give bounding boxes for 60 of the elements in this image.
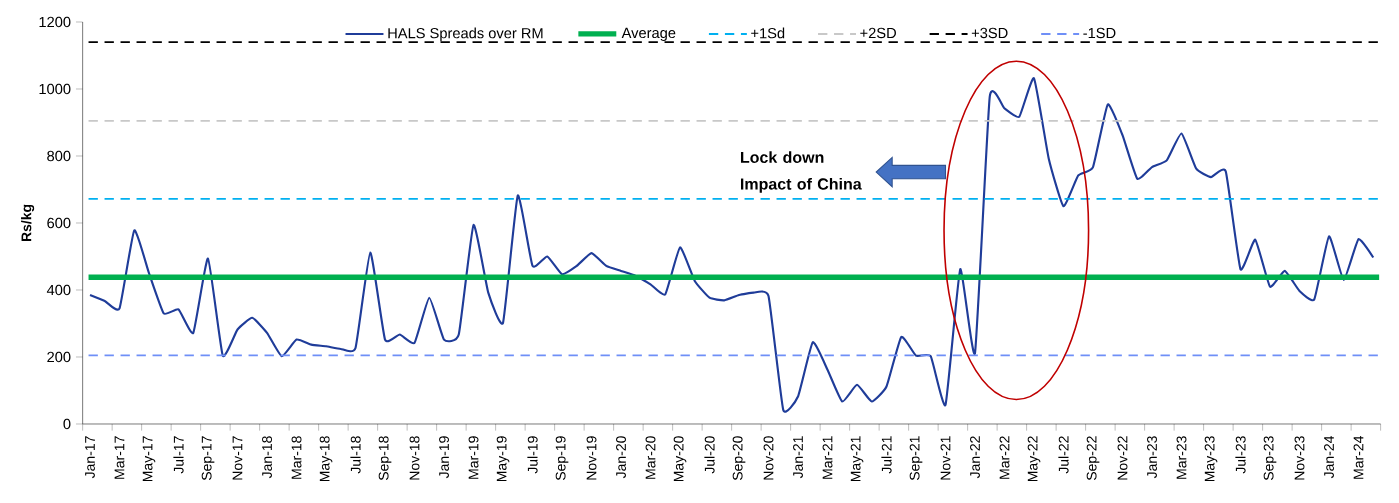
y-tick-label: 600 [47,217,71,229]
x-tick-label: Jul-19 [527,436,538,474]
x-tick-label: Sep-17 [201,436,215,481]
annotation: Lock down Impact of China [740,151,862,193]
x-tick-label: May-19 [496,436,510,482]
x-tick-label: Mar-20 [645,436,656,479]
x-tick-label: Jan-22 [970,436,980,479]
y-axis-title: Rs/kg [21,204,35,242]
x-tick-label: Nov-21 [940,436,951,480]
legend-label: Average [621,27,676,41]
x-tick-label: Sep-23 [1263,436,1277,481]
legend-label: +1Sd [751,27,785,39]
x-tick-label: Jul-23 [1235,436,1246,474]
x-tick-label: Sep-19 [555,436,569,481]
y-tick-label: 200 [47,351,71,363]
legend-label: HALS Spreads over RM [388,27,543,42]
x-tick-label: Jan-18 [262,436,272,479]
x-tick-label: Jan-20 [616,436,626,479]
y-tick-label: 0 [63,418,71,430]
x-tick-label: Mar-18 [291,436,302,479]
x-tick-label: Mar-23 [1176,436,1187,479]
x-tick-label: Nov-20 [763,436,774,480]
x-tick-label: Mar-21 [822,436,833,479]
x-tick-label: Nov-23 [1294,436,1305,480]
legend-label: -1SD [1083,27,1116,39]
ref-line-label: +3SD [971,27,1008,39]
y-tick-label: 800 [47,150,71,162]
line-series [88,77,1375,411]
x-tick-label: Nov-19 [586,436,597,480]
x-tick-label: Nov-17 [232,436,243,480]
x-tick-label: Nov-18 [409,436,420,480]
y-tick-label: 1000 [39,83,71,95]
x-tick-label: May-18 [319,436,333,482]
x-tick-label: May-22 [1027,436,1041,482]
x-tick-label: May-23 [1204,436,1218,482]
y-tick-label: 1200 [39,16,71,28]
x-tick-label: Jan-24 [1324,436,1334,479]
x-tick-label: May-17 [142,436,156,482]
x-tick-label: Sep-18 [378,436,392,481]
legend-label: +2SD [860,27,896,39]
x-tick-label: Mar-17 [114,436,125,479]
x-tick-label: Nov-22 [1117,436,1128,480]
x-tick-label: Jul-17 [173,436,184,474]
x-tick-label: Mar-22 [999,436,1010,479]
x-tick-label: Sep-21 [909,436,923,481]
x-tick-label: Jul-20 [704,436,715,474]
x-tick-label: Jan-23 [1147,436,1157,479]
x-tick-label: May-20 [673,436,687,482]
x-tick-label: Mar-24 [1353,436,1364,479]
x-tick-label: Jul-21 [881,436,892,474]
x-tick-label: Jan-21 [793,436,803,479]
x-tick-label: Jul-18 [350,436,361,474]
y-tick-label: 400 [46,284,71,296]
x-tick-label: Sep-22 [1086,436,1100,481]
x-tick-label: Jan-17 [85,436,95,479]
x-tick-label: Mar-19 [468,436,479,479]
x-tick-label: Sep-20 [732,436,746,481]
x-tick-label: Jan-19 [439,436,449,479]
x-tick-label: Jul-22 [1058,436,1069,474]
x-tick-label: May-21 [850,436,864,482]
